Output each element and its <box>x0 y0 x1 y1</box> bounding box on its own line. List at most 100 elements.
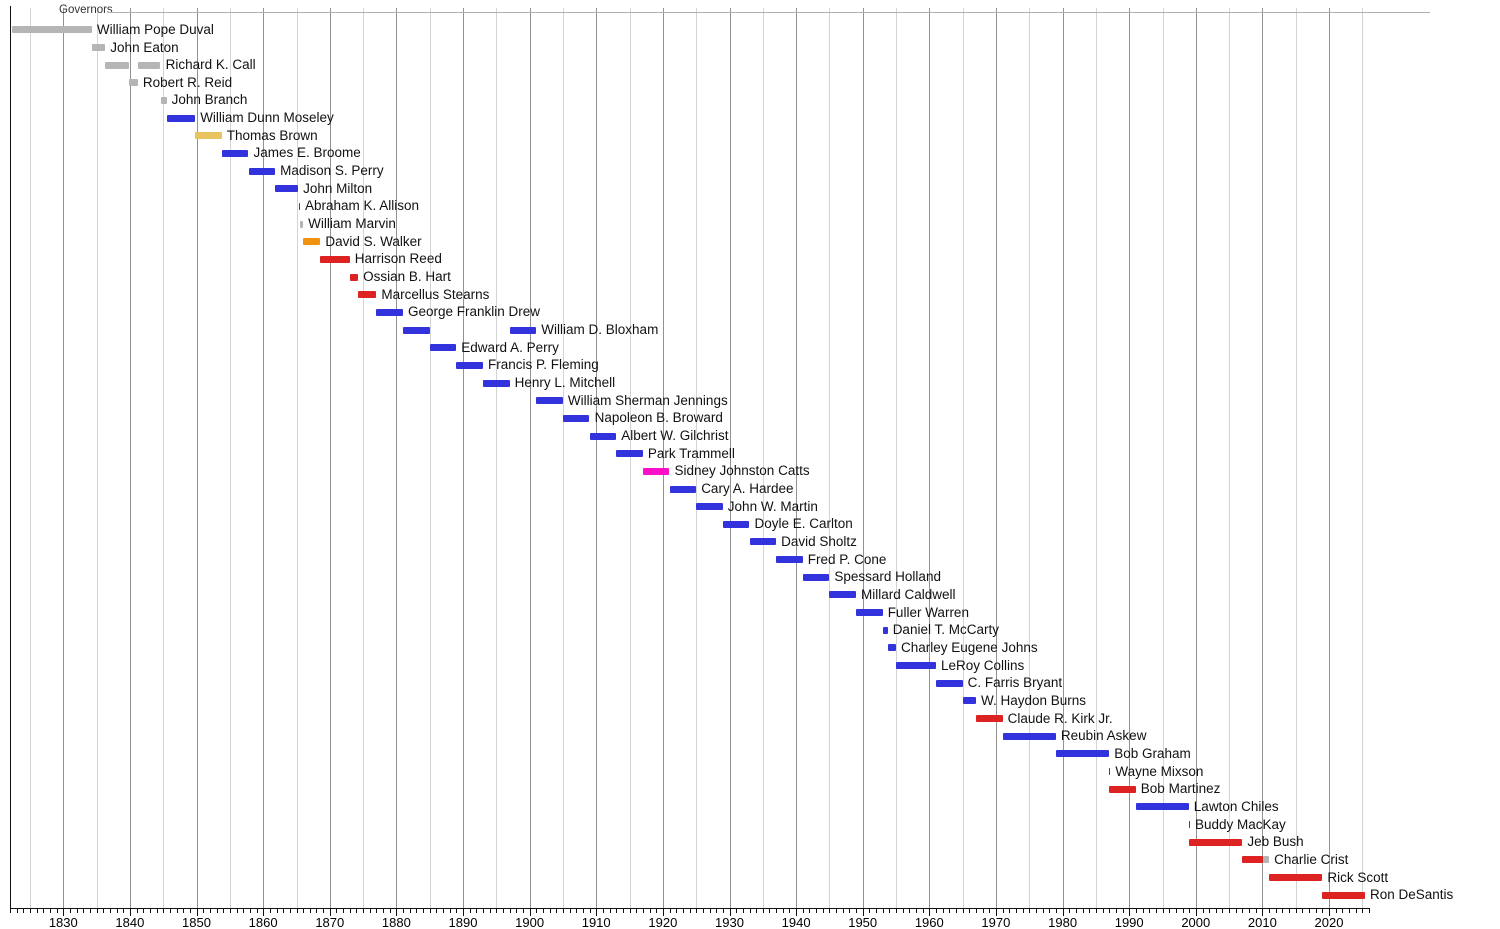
axis-minor-tick <box>469 909 471 913</box>
axis-minor-tick <box>542 909 544 913</box>
axis-minor-tick <box>562 909 564 913</box>
governor-bar <box>1263 856 1270 864</box>
governor-bar <box>562 414 590 422</box>
axis-minor-tick <box>722 909 724 913</box>
governor-bar <box>1188 821 1190 828</box>
axis-minor-tick <box>1322 909 1324 913</box>
axis-minor-tick <box>716 909 718 913</box>
axis-minor-tick <box>1122 909 1124 913</box>
axis-minor-tick <box>1249 909 1251 913</box>
axis-year-label: 1950 <box>848 915 878 929</box>
axis-minor-tick <box>869 909 871 913</box>
governor-bar <box>509 326 537 334</box>
axis-minor-tick <box>303 909 305 913</box>
governor-bar <box>962 697 976 705</box>
governor-name-label: William Sherman Jennings <box>567 392 728 408</box>
axis-major-tick <box>129 909 131 916</box>
gridline-1865 <box>296 8 298 908</box>
axis-minor-tick <box>1202 909 1204 913</box>
governor-name-label: David Sholtz <box>781 533 857 549</box>
axis-minor-tick <box>816 909 818 913</box>
gridline-1885 <box>429 8 431 908</box>
axis-minor-tick <box>476 909 478 913</box>
axis-minor-tick <box>229 909 231 913</box>
axis-minor-tick <box>449 909 451 913</box>
gridline-1945 <box>829 8 831 908</box>
axis-minor-tick <box>589 909 591 913</box>
axis-minor-tick <box>1042 909 1044 913</box>
axis-minor-tick <box>16 909 18 913</box>
governor-name-label: William D. Bloxham <box>541 322 659 337</box>
axis-minor-tick <box>123 909 125 913</box>
governor-bar <box>616 450 643 458</box>
governor-name-label: Albert W. Gilchrist <box>621 428 729 443</box>
governor-name-label: Cary A. Hardee <box>701 481 794 496</box>
axis-minor-tick <box>1275 909 1277 913</box>
governor-name-label: John W. Martin <box>727 498 818 514</box>
axis-minor-tick <box>789 909 791 913</box>
governor-bar <box>896 662 936 670</box>
governor-bar <box>749 538 777 546</box>
axis-minor-tick <box>556 909 558 913</box>
axis-minor-tick <box>1162 909 1164 913</box>
governor-bar <box>303 238 321 246</box>
governor-name-label: Edward A. Perry <box>461 339 559 355</box>
axis-minor-tick <box>676 909 678 913</box>
gridline-1875 <box>363 8 365 908</box>
axis-minor-tick <box>902 909 904 913</box>
axis-minor-tick <box>636 909 638 913</box>
gridline-1990 <box>1129 8 1131 908</box>
axis-minor-tick <box>516 909 518 913</box>
axis-minor-tick <box>1009 909 1011 913</box>
axis-major-tick <box>1329 909 1330 916</box>
axis-minor-tick <box>1302 909 1304 913</box>
axis-minor-tick <box>942 909 944 913</box>
axis-minor-tick <box>236 909 238 913</box>
gridline-1845 <box>163 8 165 908</box>
governor-bar <box>298 202 300 210</box>
governor-bar <box>976 715 1003 722</box>
axis-year-label: 1930 <box>715 915 744 929</box>
governor-bar <box>829 591 856 599</box>
axis-minor-tick <box>289 909 291 913</box>
axis-minor-tick <box>276 909 278 913</box>
governor-bar <box>642 467 670 475</box>
axis-major-tick <box>929 909 931 916</box>
axis-year-label: 1880 <box>381 915 411 929</box>
axis-minor-tick <box>642 909 644 913</box>
governor-bar <box>105 61 130 69</box>
axis-year-label: 1910 <box>581 915 611 929</box>
axis-minor-tick <box>1315 909 1317 913</box>
axis-minor-tick <box>962 909 964 913</box>
gridline-1925 <box>696 8 698 908</box>
gridline-1975 <box>1029 8 1031 908</box>
axis-major-tick <box>263 909 265 916</box>
axis-minor-tick <box>176 909 178 913</box>
axis-minor-tick <box>809 909 811 913</box>
axis-minor-tick <box>749 909 751 913</box>
axis-minor-tick <box>223 909 225 913</box>
gridline-1835 <box>96 8 98 908</box>
axis-minor-tick <box>56 909 58 913</box>
axis-minor-tick <box>489 909 491 913</box>
axis-minor-tick <box>1342 909 1344 913</box>
governor-name-label: Doyle E. Carlton <box>754 516 853 532</box>
axis-minor-tick <box>523 909 524 913</box>
governor-name-label: William Pope Duval <box>96 21 214 37</box>
axis-minor-tick <box>889 909 891 913</box>
axis-minor-tick <box>323 909 325 913</box>
governor-bar <box>221 149 249 157</box>
gridline-1825 <box>30 8 31 908</box>
axis-minor-tick <box>1029 909 1031 913</box>
axis-minor-tick <box>509 909 511 913</box>
axis-minor-tick <box>383 909 385 913</box>
axis-minor-tick <box>169 909 171 913</box>
governor-name-label: Charlie Crist <box>1274 851 1349 867</box>
gridline-1920 <box>662 8 664 908</box>
axis-minor-tick <box>1282 909 1284 913</box>
axis-minor-tick <box>1142 909 1144 913</box>
governor-bar <box>696 503 723 511</box>
axis-major-tick <box>196 909 198 916</box>
axis-minor-tick <box>1115 909 1117 913</box>
axis-minor-tick <box>576 909 578 913</box>
